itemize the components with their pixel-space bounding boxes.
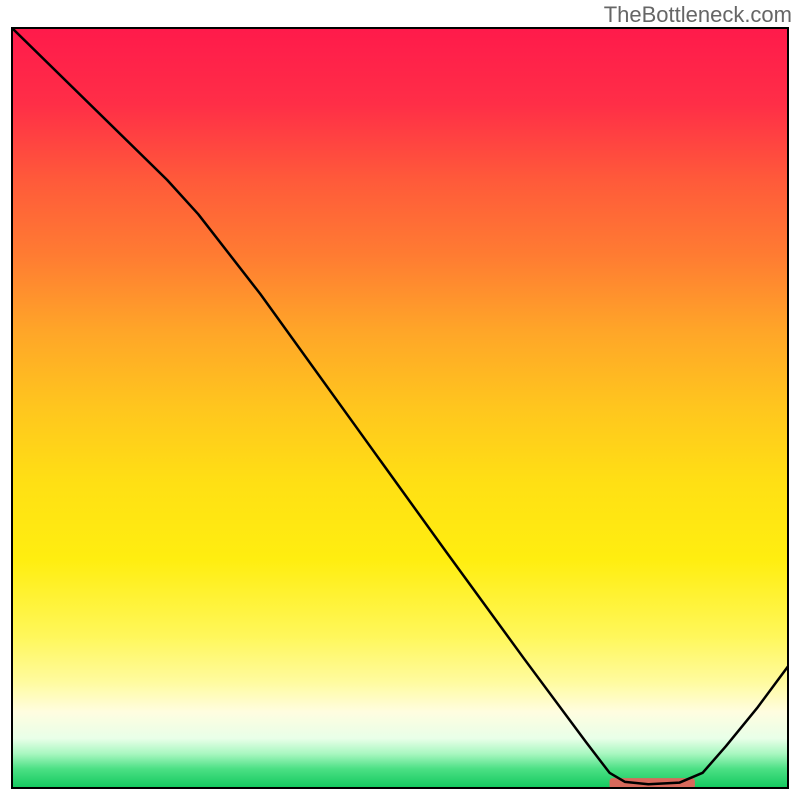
- chart-container: TheBottleneck.com: [0, 0, 800, 800]
- bottleneck-chart: [0, 0, 800, 800]
- attribution-text: TheBottleneck.com: [604, 2, 792, 28]
